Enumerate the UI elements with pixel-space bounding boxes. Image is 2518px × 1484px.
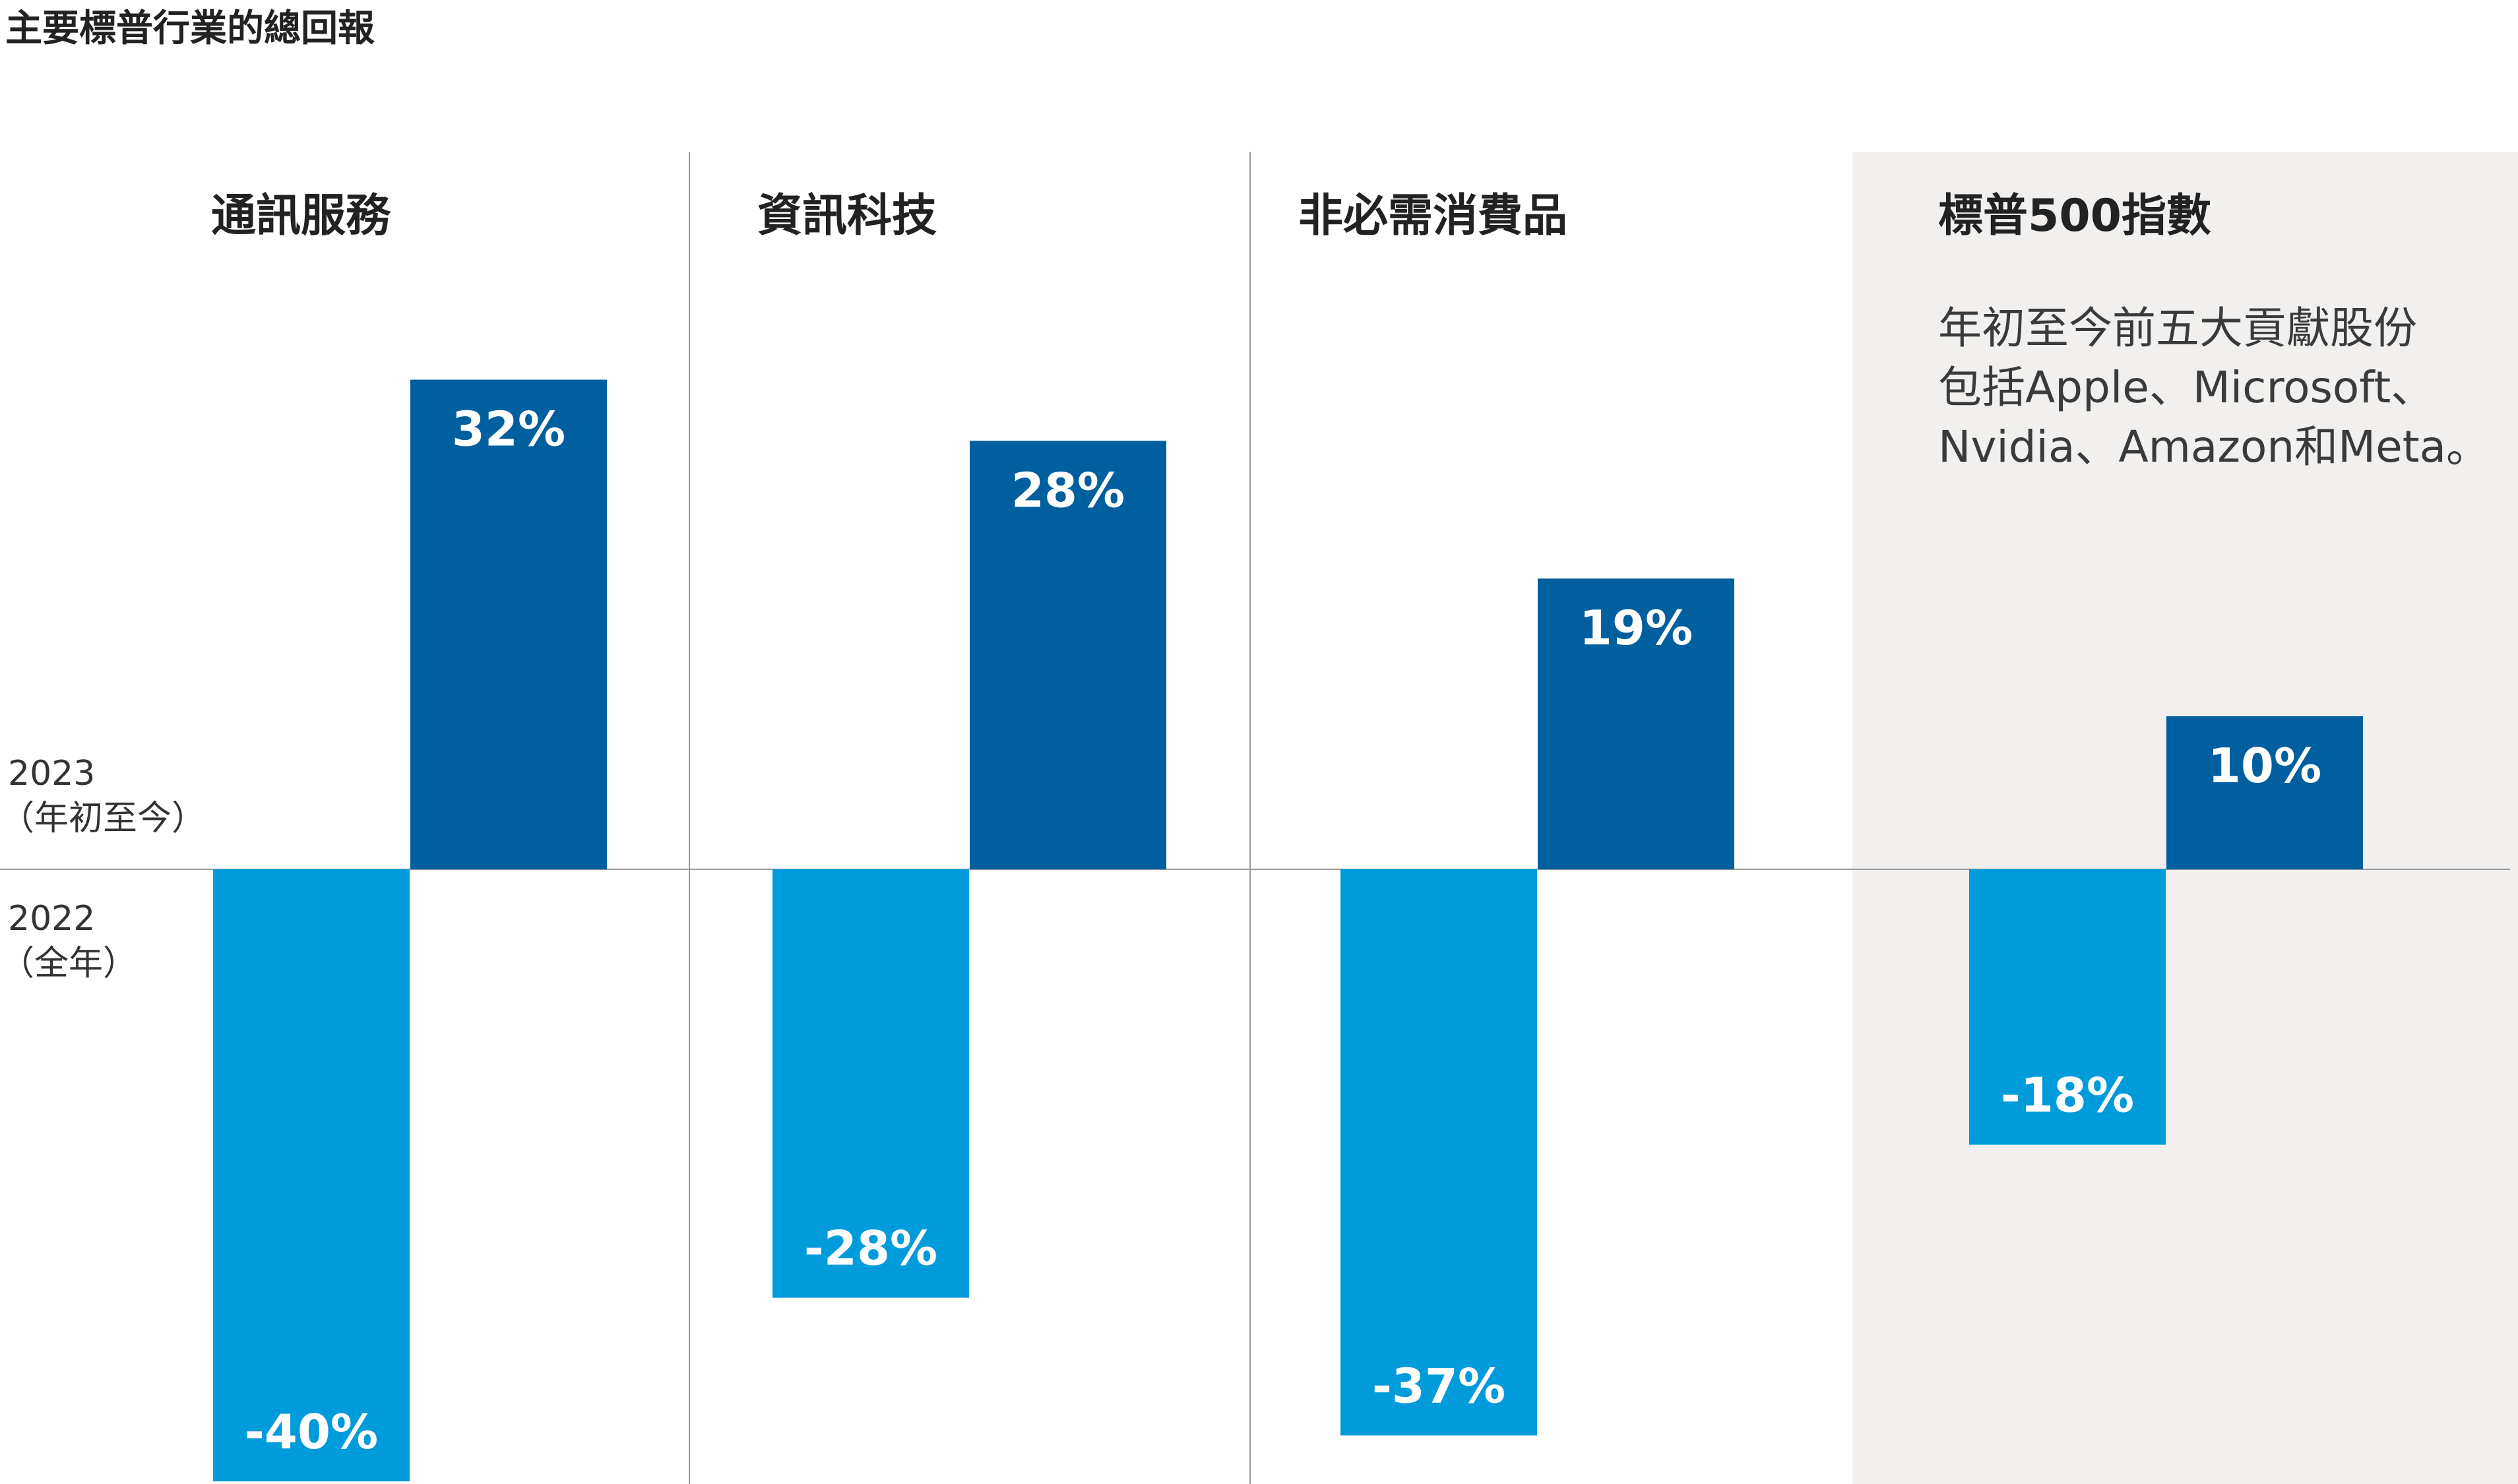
category-labels-group: 通訊服務 資訊科技 非必需消費品 標普500指數 bbox=[211, 190, 2211, 242]
chart-title: 主要標普行業的總回報 bbox=[5, 7, 375, 50]
value-label-2023: 32% bbox=[452, 402, 565, 457]
bar-2022 bbox=[1340, 869, 1537, 1436]
bar-2022 bbox=[213, 869, 410, 1481]
value-labels-group: -40% -28% -37% -18% 32% 28% 19% 10% bbox=[245, 402, 2321, 1460]
value-label-2022: -18% bbox=[2001, 1068, 2134, 1123]
bar-2023 bbox=[410, 379, 607, 869]
value-label-2022: -28% bbox=[804, 1221, 937, 1276]
bar-2022 bbox=[772, 869, 969, 1298]
value-label-2023: 10% bbox=[2208, 738, 2321, 793]
sp500-note-line-2: 包括Apple、Microsoft、 bbox=[1938, 362, 2434, 413]
series-label-2023-note: （年初至今） bbox=[0, 799, 206, 838]
series-label-2023-year: 2023 bbox=[8, 754, 95, 793]
category-label: 非必需消費品 bbox=[1298, 190, 1567, 242]
sp500-note-line-3: Nvidia、Amazon和Meta。 bbox=[1938, 421, 2490, 472]
category-label: 標普500指數 bbox=[1938, 190, 2211, 242]
bar-2023 bbox=[1538, 578, 1734, 869]
bars-group bbox=[213, 379, 2363, 1481]
category-label: 通訊服務 bbox=[211, 190, 391, 242]
value-label-2022: -37% bbox=[1372, 1358, 1505, 1413]
series-label-2022-note: （全年） bbox=[0, 944, 137, 983]
value-label-2022: -40% bbox=[245, 1404, 378, 1460]
bar-2023 bbox=[970, 441, 1166, 869]
panel-dividers bbox=[689, 152, 1251, 1484]
series-label-2022-year: 2022 bbox=[8, 899, 95, 939]
bar-2022 bbox=[1969, 869, 2166, 1145]
bar-2023 bbox=[2166, 716, 2363, 869]
category-label: 資訊科技 bbox=[757, 190, 937, 242]
sp500-note-line-1: 年初至今前五大貢獻股份 bbox=[1938, 303, 2417, 354]
value-label-2023: 28% bbox=[1011, 462, 1125, 518]
value-label-2023: 19% bbox=[1579, 600, 1693, 656]
